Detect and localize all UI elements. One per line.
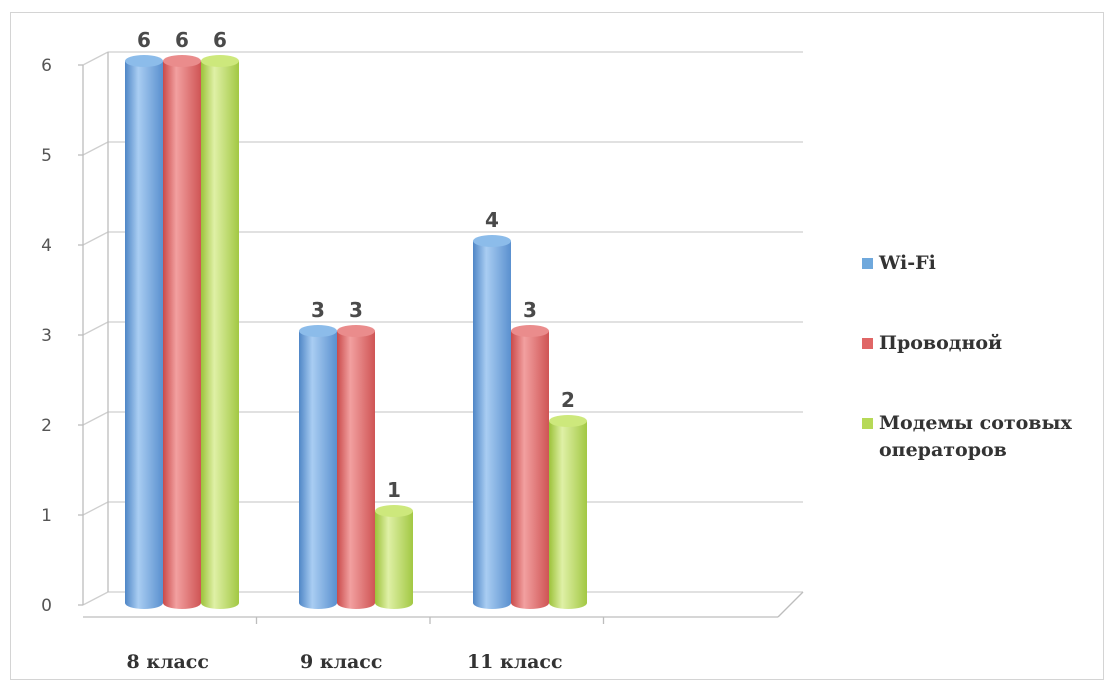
data-label: 6 <box>175 28 189 52</box>
bar-top <box>337 325 375 337</box>
legend-swatch <box>862 418 873 429</box>
bar-top <box>163 55 201 67</box>
gridline-side <box>82 231 109 246</box>
y-tick-label: 5 <box>41 146 52 166</box>
legend-label: Модемы сотовых операторов <box>879 412 1072 461</box>
legend-item: Модемы сотовых операторов <box>862 410 1112 464</box>
bar-top <box>201 55 239 67</box>
gridline-side <box>82 51 109 66</box>
legend-label: Wi-Fi <box>879 252 936 274</box>
data-label: 6 <box>213 28 227 52</box>
x-category-label: 9 класс <box>300 651 382 673</box>
legend-item: Wi-Fi <box>862 250 936 277</box>
legend-swatch <box>862 258 873 269</box>
bar <box>375 505 413 609</box>
bar-top <box>473 235 511 247</box>
y-tick-label: 1 <box>41 506 52 526</box>
data-label: 1 <box>387 478 401 502</box>
data-label: 3 <box>311 298 325 322</box>
bar-body <box>201 61 239 609</box>
bar-body <box>337 331 375 609</box>
bar <box>299 325 337 609</box>
bar-body <box>473 241 511 609</box>
floor-right-edge <box>777 591 804 618</box>
bar-top <box>549 415 587 427</box>
bar-body <box>549 421 587 609</box>
bar-top <box>375 505 413 517</box>
data-label: 4 <box>485 208 499 232</box>
x-category-label: 8 класс <box>127 651 209 673</box>
bar <box>201 55 239 609</box>
legend-label: Проводной <box>879 332 1003 354</box>
chart-frame <box>10 12 1104 680</box>
data-label: 3 <box>349 298 363 322</box>
gridline-side <box>82 411 109 426</box>
y-tick-label: 3 <box>41 326 52 346</box>
bar <box>163 55 201 609</box>
bar <box>549 415 587 609</box>
bar-body <box>375 511 413 609</box>
gridline-side <box>82 591 109 606</box>
bar-body <box>125 61 163 609</box>
y-tick-label: 6 <box>41 56 52 76</box>
y-tick-label: 0 <box>41 596 52 616</box>
y-tick-label: 2 <box>41 416 52 436</box>
x-category-label: 11 класс <box>467 651 563 673</box>
bar <box>337 325 375 609</box>
data-label: 3 <box>523 298 537 322</box>
bar-body <box>163 61 201 609</box>
gridline-side <box>82 321 109 336</box>
y-tick-label: 4 <box>41 236 52 256</box>
bar-body <box>299 331 337 609</box>
gridline-side <box>82 501 109 516</box>
legend-swatch <box>862 338 873 349</box>
bar <box>473 235 511 609</box>
bar-top <box>299 325 337 337</box>
bar <box>511 325 549 609</box>
legend-item: Проводной <box>862 330 1002 357</box>
gridline-side <box>82 141 109 156</box>
bars <box>125 55 587 609</box>
bar <box>125 55 163 609</box>
x-axis-categories: 8 класс 9 класс 11 класс <box>127 617 605 673</box>
y-axis-ticks: 0 1 2 3 4 5 6 <box>41 56 83 616</box>
bar-top <box>125 55 163 67</box>
data-label: 2 <box>561 388 575 412</box>
data-label: 6 <box>137 28 151 52</box>
bar-top <box>511 325 549 337</box>
bar-body <box>511 331 549 609</box>
